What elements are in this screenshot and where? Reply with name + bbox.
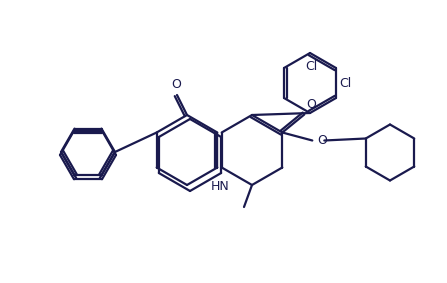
Text: Cl: Cl [306, 59, 318, 72]
Text: Cl: Cl [339, 77, 351, 90]
Text: HN: HN [211, 179, 229, 192]
Text: O: O [317, 134, 327, 147]
Text: O: O [306, 98, 316, 110]
Text: O: O [171, 78, 181, 91]
